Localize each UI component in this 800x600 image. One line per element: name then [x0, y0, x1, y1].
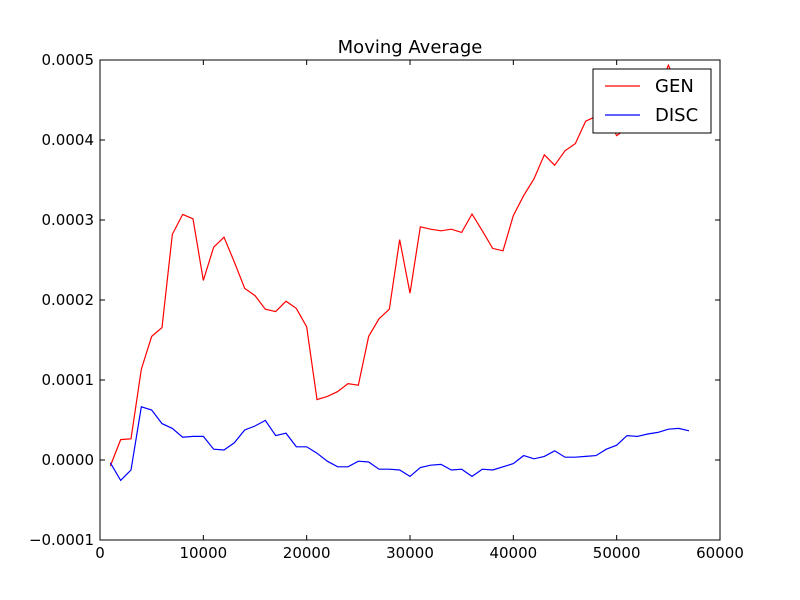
x-tick-label: 30000 [386, 544, 434, 562]
x-tick-label: 0 [95, 544, 105, 562]
legend-label-gen: GEN [655, 76, 694, 97]
chart-title: Moving Average [338, 37, 483, 58]
y-tick-label: 0.0004 [42, 131, 95, 149]
x-tick-label: 10000 [179, 544, 227, 562]
y-tick-label: 0.0001 [42, 371, 95, 389]
y-tick-label: 0.0005 [42, 51, 95, 69]
x-tick-label: 40000 [489, 544, 537, 562]
legend-box [592, 68, 712, 134]
axis-tick-labels: 0 10000 20000 30000 40000 50000 60000 −0.0001 0.… [29, 51, 744, 562]
legend-label-disc: DISC [655, 105, 698, 126]
y-tick-label: 0.0000 [42, 451, 95, 469]
y-tick-label: 0.0003 [42, 211, 95, 229]
y-tick-label: 0.0002 [42, 291, 95, 309]
legend: GEN DISC [592, 68, 712, 134]
x-tick-label: 50000 [593, 544, 641, 562]
x-tick-label: 20000 [283, 544, 331, 562]
series-line-disc [109, 406, 690, 482]
axis-ticks [99, 59, 721, 541]
x-tick-label: 60000 [696, 544, 744, 562]
y-tick-label: −0.0001 [29, 531, 94, 549]
